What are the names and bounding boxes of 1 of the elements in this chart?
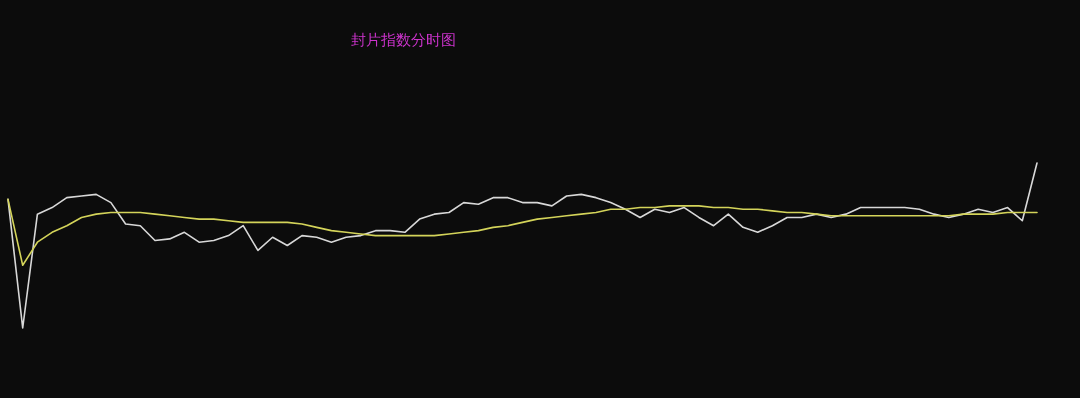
chart-title: 封片指数分时图 xyxy=(350,31,456,49)
